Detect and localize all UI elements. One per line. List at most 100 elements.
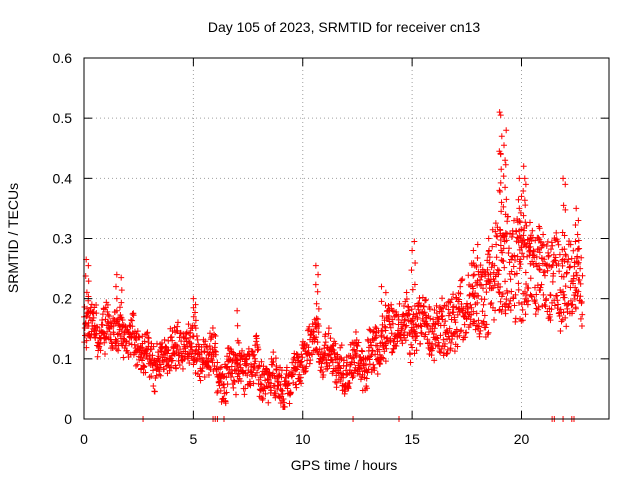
data-point bbox=[561, 246, 568, 253]
data-point bbox=[314, 339, 321, 346]
data-point bbox=[515, 196, 522, 203]
data-point bbox=[202, 338, 209, 345]
data-point bbox=[502, 211, 509, 218]
data-point bbox=[113, 295, 120, 302]
data-point bbox=[501, 301, 508, 308]
data-point bbox=[513, 228, 520, 235]
data-point bbox=[460, 313, 467, 320]
data-point bbox=[481, 268, 488, 275]
data-point bbox=[177, 346, 184, 353]
data-point bbox=[451, 348, 458, 355]
data-point bbox=[501, 238, 508, 245]
data-point bbox=[433, 302, 440, 309]
data-point bbox=[562, 251, 569, 258]
data-point bbox=[497, 151, 504, 158]
data-point bbox=[533, 253, 540, 260]
data-point bbox=[518, 193, 525, 200]
data-point bbox=[320, 371, 327, 378]
data-point bbox=[247, 382, 254, 389]
data-point bbox=[253, 338, 260, 345]
data-point bbox=[563, 270, 570, 277]
data-point bbox=[305, 344, 312, 351]
data-point bbox=[190, 313, 197, 320]
data-point bbox=[442, 318, 449, 325]
data-point bbox=[176, 361, 183, 368]
data-point bbox=[497, 179, 504, 186]
data-point bbox=[431, 307, 438, 314]
data-point bbox=[192, 309, 199, 316]
data-point bbox=[429, 345, 436, 352]
data-point bbox=[267, 384, 274, 391]
data-point bbox=[281, 403, 288, 410]
data-point bbox=[371, 328, 378, 335]
data-point bbox=[258, 381, 265, 388]
data-point bbox=[507, 307, 514, 314]
data-point bbox=[561, 294, 568, 301]
data-point bbox=[453, 295, 460, 302]
data-point bbox=[423, 296, 430, 303]
data-point bbox=[522, 219, 529, 226]
data-point bbox=[363, 385, 370, 392]
data-point bbox=[508, 288, 515, 295]
data-point bbox=[512, 291, 519, 298]
data-point bbox=[471, 318, 478, 325]
data-point bbox=[344, 359, 351, 366]
data-point bbox=[411, 329, 418, 336]
data-point bbox=[170, 345, 177, 352]
data-point bbox=[419, 294, 426, 301]
data-point bbox=[382, 358, 389, 365]
data-point bbox=[420, 303, 427, 310]
data-point bbox=[508, 268, 515, 275]
data-point bbox=[495, 280, 502, 287]
data-point bbox=[568, 302, 575, 309]
data-point bbox=[482, 269, 489, 276]
data-point bbox=[113, 307, 120, 314]
data-point bbox=[507, 230, 514, 237]
data-point bbox=[211, 331, 218, 338]
data-point bbox=[508, 233, 515, 240]
data-point bbox=[384, 334, 391, 341]
data-point bbox=[249, 371, 256, 378]
data-point bbox=[412, 337, 419, 344]
data-point bbox=[90, 314, 97, 321]
data-point bbox=[237, 378, 244, 385]
data-point bbox=[201, 374, 208, 381]
data-point bbox=[253, 369, 260, 376]
data-point bbox=[520, 212, 527, 219]
data-point bbox=[258, 358, 265, 365]
data-point bbox=[522, 288, 528, 295]
data-point bbox=[555, 260, 562, 267]
data-point bbox=[497, 283, 504, 290]
data-point bbox=[387, 324, 394, 331]
data-point bbox=[545, 252, 552, 259]
data-point bbox=[236, 361, 243, 368]
data-point bbox=[118, 274, 125, 281]
data-point bbox=[183, 330, 190, 337]
data-point bbox=[481, 312, 488, 319]
data-point bbox=[326, 362, 333, 369]
data-point bbox=[536, 266, 543, 273]
data-point bbox=[184, 355, 191, 362]
data-point bbox=[173, 364, 180, 371]
data-point bbox=[306, 323, 313, 330]
data-point bbox=[528, 238, 535, 245]
data-point bbox=[430, 330, 437, 337]
data-point bbox=[519, 317, 526, 324]
data-point bbox=[278, 374, 285, 381]
data-point bbox=[562, 283, 569, 290]
data-point bbox=[314, 288, 321, 295]
data-point bbox=[574, 246, 581, 253]
data-point bbox=[532, 300, 539, 307]
data-point bbox=[99, 311, 106, 318]
data-point bbox=[560, 175, 567, 182]
data-point bbox=[133, 336, 140, 343]
data-point bbox=[306, 360, 313, 367]
data-point bbox=[272, 355, 279, 362]
data-point bbox=[541, 301, 548, 308]
data-point bbox=[444, 350, 451, 357]
data-point bbox=[437, 332, 444, 339]
data-point bbox=[532, 311, 539, 318]
data-point bbox=[555, 241, 562, 248]
data-point bbox=[186, 359, 193, 366]
data-point bbox=[558, 318, 565, 325]
